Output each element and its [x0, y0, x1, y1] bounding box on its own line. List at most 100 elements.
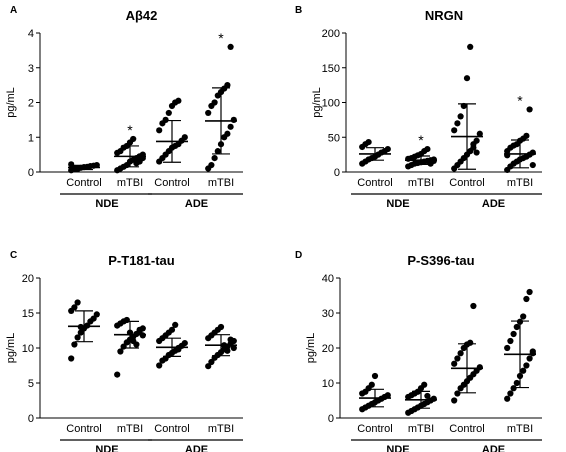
x-tick-label: mTBI [117, 177, 143, 189]
y-tick-label: 4 [28, 28, 34, 40]
y-tick-label: 20 [22, 273, 34, 285]
data-point [175, 97, 182, 104]
data-point [467, 43, 474, 51]
data-point [77, 329, 84, 336]
significance-marker: * [127, 122, 133, 138]
y-tick-label: 10 [22, 343, 34, 355]
chart-title: P-T181-tau [108, 253, 175, 268]
data-point [371, 372, 379, 380]
chart-title: NRGN [425, 8, 463, 23]
data-point [230, 116, 237, 123]
data-point [529, 348, 536, 355]
y-axis-label: pg/mL [5, 87, 17, 118]
data-point [504, 344, 511, 352]
data-point [476, 130, 483, 137]
data-point [470, 141, 477, 148]
data-point [114, 371, 121, 378]
data-point [230, 344, 237, 352]
y-tick-label: 0 [334, 167, 340, 179]
data-point [205, 363, 212, 370]
data-point [156, 127, 163, 134]
y-tick-label: 10 [322, 378, 334, 390]
data-point [451, 397, 458, 404]
data-point [71, 341, 78, 348]
data-point [227, 123, 234, 130]
x-tick-label: mTBI [507, 423, 533, 435]
data-point [181, 134, 188, 141]
data-point [93, 311, 100, 318]
panel-letter: B [295, 5, 302, 16]
data-point [365, 139, 372, 146]
panel-d: D P-S396-tau 0 10 20 30 40 pg/mL Control mTBI Cont… [295, 250, 542, 452]
data-point [208, 358, 215, 366]
y-tick-label: 2 [28, 98, 34, 110]
data-point [368, 381, 375, 388]
x-tick-label: Control [154, 177, 189, 189]
data-point [117, 348, 124, 355]
y-tick-label: 150 [322, 63, 340, 75]
y-axis-label: pg/mL [311, 87, 323, 118]
data-point [513, 323, 520, 331]
significance-marker: * [418, 132, 424, 148]
chart-title: P-S396-tau [407, 253, 474, 268]
panel-b: B NRGN 0 50 100 150 200 pg/mL Control * mTBI Contro… [295, 5, 542, 210]
data-point [90, 315, 97, 322]
data-point [74, 299, 81, 306]
y-tick-label: 0 [28, 413, 34, 425]
data-point [424, 145, 431, 153]
data-point [507, 337, 514, 345]
data-point [384, 145, 391, 153]
data-point [136, 326, 143, 333]
y-tick-label: 20 [322, 343, 334, 355]
x-tick-label: mTBI [408, 423, 434, 435]
data-point [68, 355, 75, 362]
x-tick-label: Control [154, 423, 189, 435]
data-point [424, 392, 431, 400]
data-point [520, 367, 527, 374]
y-tick-label: 0 [328, 413, 334, 425]
panel-a: A Aβ42 0 1 2 3 4 pg/mL Control * mTBI Control * mTBI N… [5, 5, 243, 210]
data-point [526, 288, 533, 296]
data-point [451, 360, 458, 367]
data-point [181, 340, 188, 347]
data-point [526, 355, 533, 362]
data-point [451, 127, 458, 134]
y-tick-label: 3 [28, 63, 34, 75]
data-point [205, 109, 212, 117]
data-point [162, 116, 169, 123]
x-tick-label: mTBI [507, 177, 533, 189]
y-axis-label: pg/mL [305, 333, 317, 364]
x-tick-label: Control [66, 177, 101, 189]
panel-letter: C [10, 250, 17, 261]
data-point [224, 130, 231, 137]
x-tick-label: mTBI [208, 177, 234, 189]
y-tick-label: 1 [28, 132, 34, 144]
data-point [529, 161, 536, 169]
group-label: ADE [185, 198, 208, 210]
data-point [520, 313, 527, 320]
data-point [156, 362, 163, 369]
chart-title: Aβ42 [126, 8, 158, 23]
data-point [217, 323, 225, 331]
data-point [523, 132, 530, 139]
x-tick-label: Control [357, 177, 392, 189]
panel-c: C P-T181-tau 0 5 10 15 20 pg/mL Control mTBI Contr… [5, 250, 243, 452]
data-point [227, 43, 234, 51]
group-label: NDE [95, 198, 118, 210]
data-point [208, 161, 215, 169]
x-tick-label: mTBI [117, 423, 143, 435]
data-point [133, 341, 140, 348]
data-point [523, 362, 530, 369]
y-tick-label: 5 [28, 378, 34, 390]
data-point [510, 385, 517, 392]
data-point [211, 99, 218, 106]
x-tick-label: mTBI [408, 177, 434, 189]
data-point [513, 379, 520, 387]
data-point [214, 148, 221, 155]
y-tick-label: 0 [28, 167, 34, 179]
x-tick-label: Control [449, 423, 484, 435]
data-point [211, 155, 218, 162]
data-point [523, 295, 530, 303]
data-point [457, 113, 464, 120]
data-point [227, 336, 234, 343]
